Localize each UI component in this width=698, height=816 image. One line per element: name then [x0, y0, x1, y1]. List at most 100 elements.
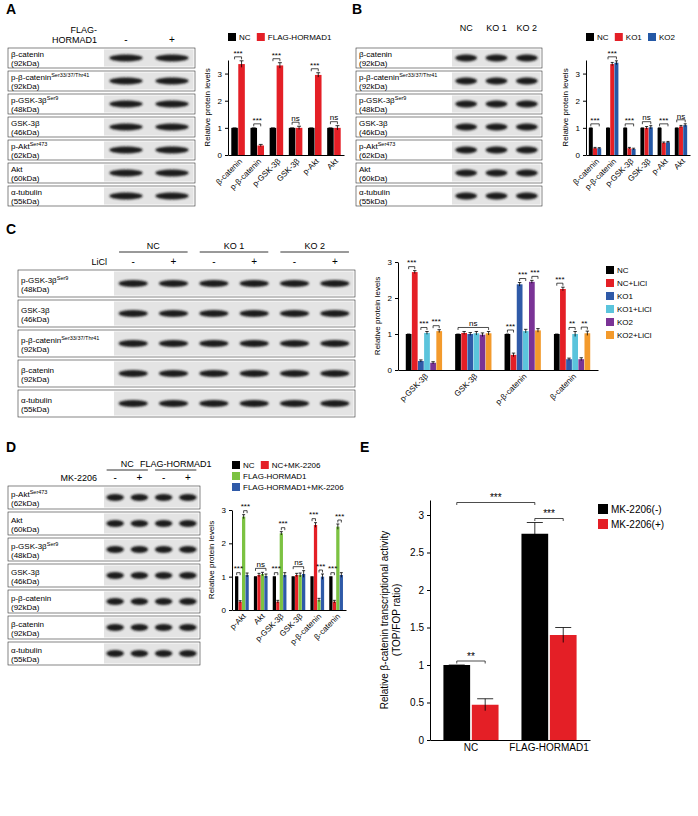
row-size: (62kDa) — [11, 151, 40, 160]
row-label: p-β-cateninSer33/37/Thr41 — [11, 72, 89, 82]
band — [199, 340, 228, 347]
error-bar — [598, 148, 601, 149]
row-label: p-GSK-3βSer9 — [11, 541, 58, 551]
band — [280, 340, 309, 347]
bar — [270, 128, 277, 155]
bar — [250, 128, 257, 155]
y-tick-mark — [583, 128, 586, 129]
blot-membrane — [452, 73, 541, 90]
protein-name: p-Akt — [11, 490, 30, 499]
y-tick-label: 0 — [218, 151, 223, 160]
significance: *** — [555, 275, 564, 284]
error-bar — [487, 331, 490, 335]
bar — [645, 128, 649, 155]
bar — [254, 577, 257, 610]
band — [155, 124, 188, 131]
error-bar — [518, 283, 521, 287]
bar — [658, 128, 662, 155]
y-tick-mark — [395, 370, 398, 371]
bar — [610, 64, 614, 155]
significance: ns — [677, 112, 685, 121]
error-bar — [239, 601, 242, 603]
error-bar — [240, 61, 244, 68]
y-tick: 3 — [218, 70, 228, 79]
blot-membrane — [104, 50, 194, 67]
band — [486, 147, 508, 154]
blot-membrane — [452, 142, 541, 159]
y-tick-mark — [427, 740, 430, 741]
blot: NCKO 1KO 2LiCl-+-+-+p-GSK-3βSer9(48kDa)G… — [18, 241, 355, 417]
protein-name: Akt — [11, 516, 23, 525]
band — [455, 147, 477, 154]
treatment-sign: + — [169, 34, 175, 45]
error-bar — [278, 63, 282, 68]
band — [320, 340, 349, 347]
y-tick: 2 — [418, 585, 430, 596]
blot-membrane — [104, 540, 199, 560]
bar — [315, 75, 322, 155]
blot-membrane — [104, 592, 199, 612]
significance: *** — [419, 319, 428, 328]
band — [280, 310, 309, 317]
y-tick-mark — [427, 628, 430, 629]
blot-membrane — [104, 142, 194, 159]
significance: *** — [543, 508, 555, 519]
significance: *** — [310, 61, 319, 70]
error-bar — [481, 333, 484, 337]
blot-row — [8, 140, 195, 160]
x-tick-label: p-Akt — [301, 156, 321, 176]
error-bar — [292, 576, 295, 577]
y-tick-label: 1 — [222, 573, 227, 582]
bar — [436, 331, 442, 370]
bar — [523, 331, 529, 370]
y-tick-label: 3 — [218, 70, 223, 79]
bar — [327, 128, 334, 155]
error-bar — [283, 573, 286, 578]
x-tick-label: NC — [464, 742, 478, 753]
treatment-label: MK-2206 — [60, 473, 97, 483]
band — [155, 520, 172, 527]
band — [516, 78, 538, 85]
protein-name: β-catenin — [11, 50, 44, 59]
row-label: β-catenin — [11, 620, 44, 629]
band — [199, 370, 228, 377]
treatment-label: FLAG- — [70, 25, 97, 35]
error-bar — [297, 126, 301, 129]
column-header: KO 1 — [486, 23, 507, 33]
treatment-sign: + — [251, 256, 257, 267]
y-axis-title: Relative protein levels — [373, 277, 382, 355]
error-bar — [527, 523, 543, 546]
legend-swatch — [606, 266, 614, 274]
significance: ns — [469, 319, 477, 328]
protein-name: p-GSK-3β — [11, 96, 47, 105]
x-axis: β-cateninp-β-cateninp-GSK-3βGSK-3βp-AktA… — [214, 155, 344, 192]
legend-label: MK-2206(-) — [611, 504, 662, 515]
error-bar — [431, 362, 434, 364]
band — [109, 101, 142, 108]
y-tick: 0.5 — [410, 697, 430, 708]
blot-row — [356, 48, 542, 68]
x-tick-label: GSK-3β — [626, 157, 653, 184]
bar — [257, 146, 264, 156]
blot-row — [356, 94, 542, 114]
band — [155, 572, 172, 579]
treatment-sign: - — [162, 472, 165, 483]
band — [106, 598, 123, 605]
plot-area — [443, 523, 576, 741]
x-tick-label: β-catenin — [548, 372, 578, 402]
error-bar — [628, 147, 631, 149]
error-bar — [335, 126, 339, 130]
band — [159, 310, 188, 317]
row-size: (60kDa) — [11, 525, 40, 534]
band — [155, 170, 188, 177]
blot-membrane — [104, 188, 194, 205]
error-bar — [456, 334, 459, 335]
bar — [418, 361, 424, 370]
bar — [261, 574, 264, 610]
treatment-sign: + — [332, 256, 338, 267]
y-tick-label: 3 — [222, 506, 227, 515]
band — [159, 370, 188, 377]
column-header: FLAG-HORMAD1 — [140, 459, 212, 469]
treatment-sign: + — [185, 472, 191, 483]
x-tick: GSK-3β — [626, 155, 653, 183]
